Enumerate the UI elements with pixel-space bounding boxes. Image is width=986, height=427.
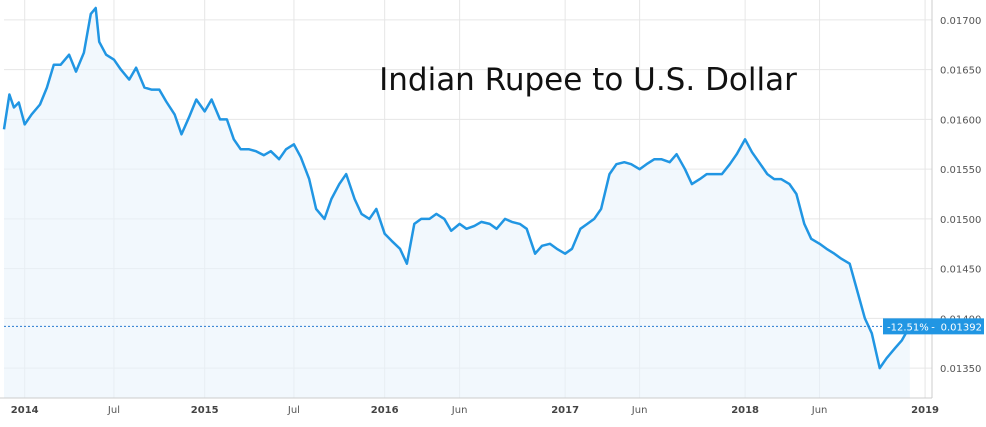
x-tick-label: Jul [287, 405, 300, 416]
y-tick-label: 0.01650 [940, 66, 981, 77]
callout-separator: - [931, 322, 935, 333]
x-tick-label: 2014 [11, 405, 39, 416]
x-tick-label: 2019 [911, 405, 939, 416]
y-tick-label: 0.01700 [940, 16, 981, 27]
current-value-callout: -12.51% 0.01392 - [883, 318, 984, 335]
x-tick-label: 2016 [371, 405, 399, 416]
y-tick-label: 0.01350 [940, 364, 981, 375]
x-tick-label: Jul [107, 405, 120, 416]
x-tick-label: Jun [811, 405, 828, 416]
x-tick-label: 2015 [191, 405, 219, 416]
x-tick-label: Jun [451, 405, 468, 416]
area-fill [4, 8, 910, 398]
x-tick-label: Jun [631, 405, 648, 416]
y-tick-label: 0.01450 [940, 265, 981, 276]
callout-value: 0.01392 [941, 322, 982, 333]
x-axis-tick-labels: 2014 Jul 2015 Jul 2016 Jun 2017 Jun 2018 Jun 2019 [11, 405, 939, 416]
callout-background [883, 318, 984, 335]
chart-title: Indian Rupee to U.S. Dollar [379, 62, 797, 98]
y-tick-label: 0.01550 [940, 165, 981, 176]
callout-change: -12.51% [887, 322, 929, 333]
y-tick-label: 0.01600 [940, 115, 981, 126]
series-line [2, 6, 911, 370]
y-tick-label: 0.01500 [940, 215, 981, 226]
x-tick-label: 2017 [551, 405, 579, 416]
x-tick-label: 2018 [731, 405, 759, 416]
